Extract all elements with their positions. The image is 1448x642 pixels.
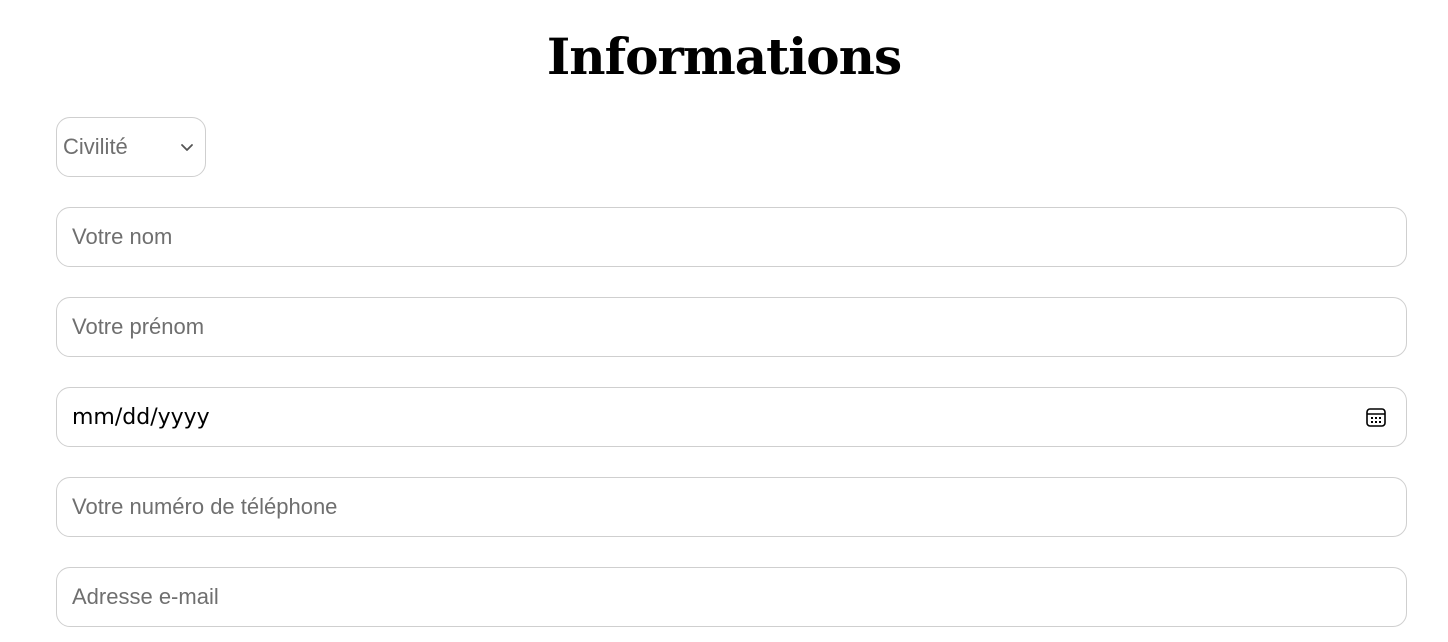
phone-field[interactable]: Votre numéro de téléphone: [56, 477, 1407, 537]
birth-date-field[interactable]: mm/dd/yyyy: [56, 387, 1407, 447]
chevron-down-icon: [179, 139, 195, 155]
civility-selected-value: Civilité: [63, 134, 128, 159]
last-name-field[interactable]: Votre nom: [56, 207, 1407, 267]
email-field[interactable]: Adresse e-mail: [56, 567, 1407, 627]
last-name-placeholder: Votre nom: [72, 224, 173, 249]
calendar-icon[interactable]: [1364, 405, 1388, 429]
first-name-placeholder: Votre prénom: [72, 314, 205, 339]
birth-date-value: mm/dd/yyyy: [72, 404, 210, 430]
civility-select[interactable]: Civilité: [56, 117, 206, 177]
phone-placeholder: Votre numéro de téléphone: [72, 494, 338, 519]
first-name-field[interactable]: Votre prénom: [56, 297, 1407, 357]
page-title: Informations: [546, 27, 902, 86]
email-placeholder: Adresse e-mail: [72, 584, 219, 609]
